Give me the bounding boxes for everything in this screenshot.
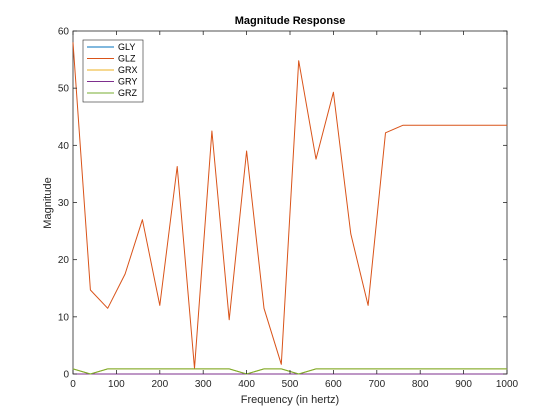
axes-box xyxy=(72,30,508,375)
y-tick-label: 60 xyxy=(58,27,70,38)
y-tick-label: 40 xyxy=(58,141,70,152)
chart-title: Magnitude Response xyxy=(235,15,346,27)
y-tick-label: 20 xyxy=(58,255,70,266)
y-tick-label: 0 xyxy=(63,370,69,381)
x-tick-label: 0 xyxy=(70,379,76,390)
legend-label-gry: GRY xyxy=(118,77,137,87)
legend-label-grz: GRZ xyxy=(118,88,138,98)
legend-label-gly: GLY xyxy=(118,42,135,52)
x-tick-label: 1000 xyxy=(496,379,519,390)
x-tick-label: 300 xyxy=(195,379,212,390)
x-tick-label: 500 xyxy=(282,379,299,390)
legend-label-grx: GRX xyxy=(118,65,138,75)
x-tick-label: 900 xyxy=(455,379,472,390)
ticks-layer: 0 100 200 300 400 500 600 700 800 900 1000 0 10 20 30 4… xyxy=(58,27,519,391)
x-tick-label: 800 xyxy=(412,379,429,390)
x-tick-label: 400 xyxy=(238,379,255,390)
y-tick-label: 10 xyxy=(58,312,70,323)
x-tick-label: 700 xyxy=(368,379,385,390)
legend-label-glz: GLZ xyxy=(118,54,136,64)
y-tick-label: 50 xyxy=(58,84,70,95)
x-axis-label: Frequency (in hertz) xyxy=(241,394,339,406)
y-tick-label: 30 xyxy=(58,198,70,209)
legend-box xyxy=(82,39,144,103)
x-tick-label: 600 xyxy=(325,379,342,390)
x-tick-label: 200 xyxy=(151,379,168,390)
y-axis-label: Magnitude xyxy=(42,177,54,228)
x-tick-label: 100 xyxy=(108,379,125,390)
plot-area xyxy=(72,30,508,375)
series-line-glz xyxy=(72,42,507,369)
